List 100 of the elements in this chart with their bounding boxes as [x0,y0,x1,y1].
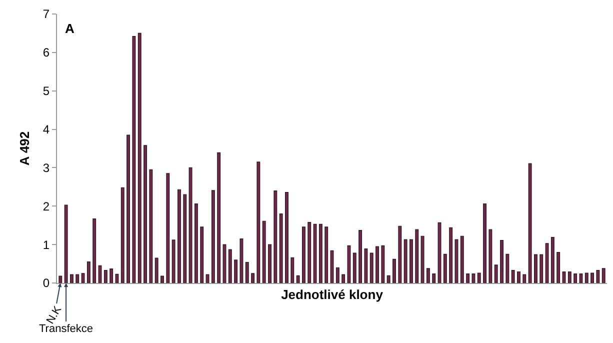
bar [188,167,192,283]
bar [206,274,210,283]
bar [149,169,153,283]
bar [483,204,486,283]
bar [376,246,379,283]
bar [381,245,385,283]
bar [386,275,390,283]
bar [488,229,492,283]
bar [584,272,588,283]
bar [404,239,408,283]
bar [324,226,328,283]
bar [86,262,90,283]
bar [183,194,187,283]
bar [274,190,278,283]
bar [540,254,544,283]
bar [494,264,498,283]
bar [262,220,266,283]
y-tick-label: 0 [42,276,50,290]
bar [392,258,396,283]
bar [528,163,532,283]
bar [602,268,606,283]
bar [511,270,515,283]
bar [194,204,198,283]
bar [228,249,232,283]
bar [596,270,600,283]
bar [70,274,74,283]
bar [352,252,356,283]
bar [522,274,526,283]
y-tick-label: 6 [42,46,50,60]
bar [110,268,114,283]
bar [545,243,549,283]
bar [342,274,346,283]
bar [251,273,254,283]
bar [364,248,368,283]
bar [336,267,340,283]
y-tick-label: 3 [42,160,50,175]
bar [449,227,453,283]
bar [500,240,504,283]
bar [568,272,572,283]
bar [472,273,476,283]
bar [313,224,317,283]
y-tick-label: 4 [42,122,50,136]
bar [443,254,447,283]
bar [104,270,108,283]
bar [506,254,510,283]
bar [579,273,583,283]
bar [556,252,560,283]
bar [268,244,272,283]
bar [240,238,244,283]
bar [477,272,481,283]
y-tick-label: 5 [42,84,50,98]
bar [410,239,413,283]
bar [358,230,362,283]
bar [76,274,80,283]
bar [454,239,458,283]
bar [296,275,300,283]
bar [308,222,312,283]
bar [534,254,538,283]
bar [217,152,221,283]
bar [415,229,419,283]
bar [285,192,288,283]
bar [574,273,578,283]
bar [144,145,147,283]
y-tick-label: 2 [42,199,50,214]
y-tick-label: 1 [42,238,50,252]
bar [517,272,520,283]
bar [138,32,142,283]
bar [154,258,158,283]
y-axis-title: A 492 [16,131,32,166]
bar [211,190,215,283]
bar [166,173,170,283]
bar [256,162,260,283]
bar [126,134,130,283]
bar [234,260,238,283]
bar [426,268,430,283]
text: Transfekce [39,323,94,335]
bar [172,240,176,283]
bar [347,245,351,283]
bar [432,273,436,283]
bar [279,214,283,283]
bar [550,236,554,283]
bar [370,252,374,283]
bar [92,218,96,283]
bar [160,276,164,283]
bar [245,262,249,283]
bar [290,257,294,283]
x-axis-title: Jednotlivé klony [281,287,384,302]
bar [200,226,204,283]
bar [132,36,136,283]
annotation: A [65,21,75,36]
bar [178,189,181,283]
y-tick-label: 7 [42,7,50,22]
bar [81,273,85,283]
bar [398,226,402,283]
bar [460,236,464,283]
bar [115,274,119,283]
bar [420,236,424,283]
bar [466,273,470,283]
bar [590,272,594,283]
bar [120,187,124,283]
